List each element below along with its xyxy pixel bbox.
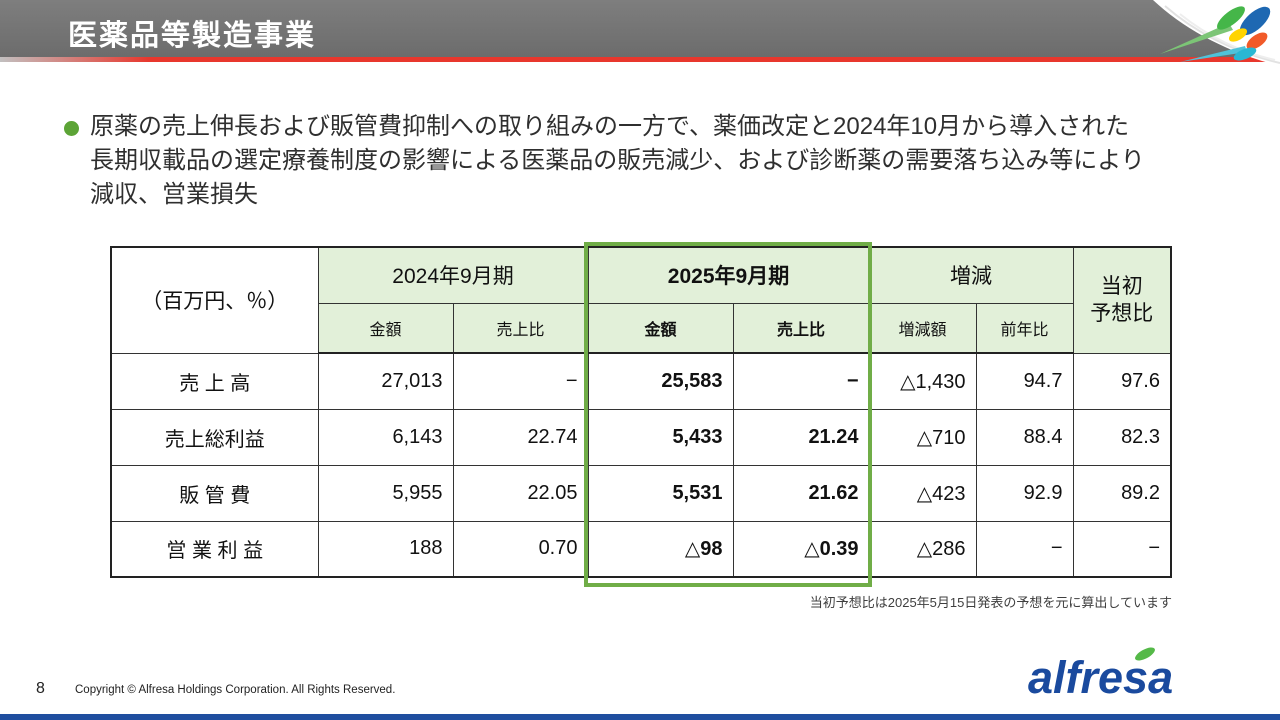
- subcol-fy2024-ratio: 売上比: [452, 302, 589, 354]
- subcol-change-amount: 増減額: [868, 302, 977, 354]
- cell: 89.2: [1072, 464, 1172, 522]
- table-row: 販 管 費 5,955 22.05 5,531 21.62 △423 92.9 …: [110, 464, 1172, 522]
- subcol-fy2025-amount: 金額: [587, 302, 734, 354]
- summary-line-2: 長期収載品の選定療養制度の影響による医薬品の販売減少、および診断薬の需要落ち込み…: [90, 147, 1145, 174]
- cell: △286: [868, 520, 977, 578]
- subcol-fy2025-ratio: 売上比: [732, 302, 870, 354]
- financial-table-wrap: （百万円、％） 2024年9月期 2025年9月期 増減 当初 予想比 金額 売…: [110, 242, 1172, 587]
- leaf-icon: [1135, 647, 1155, 661]
- cell: 21.62: [732, 464, 870, 522]
- cell: 25,583: [587, 352, 734, 410]
- cell: 88.4: [975, 408, 1074, 466]
- cell: −: [732, 352, 870, 410]
- forecast-label-line2: 予想比: [1090, 302, 1154, 326]
- summary-line-1: 原薬の売上伸長および販管費抑制への取り組みの一方で、薬価改定と2024年10月か…: [90, 113, 1130, 140]
- table-row: 営 業 利 益 188 0.70 △98 △0.39 △286 − −: [110, 520, 1172, 578]
- cell: 5,433: [587, 408, 734, 466]
- row-label: 売 上 高: [110, 352, 319, 410]
- page-number: 8: [36, 680, 45, 697]
- header-sub-row: 金額 売上比 金額 売上比 増減額 前年比: [111, 302, 1171, 354]
- cell: 0.70: [452, 520, 589, 578]
- alfresa-wordmark: alfresa: [1028, 652, 1174, 703]
- cell: 22.74: [452, 408, 589, 466]
- footer-accent-bar: [0, 714, 1280, 720]
- table-footnote: 当初予想比は2025年5月15日発表の予想を元に算出しています: [809, 595, 1172, 610]
- col-group-fy2024: 2024年9月期: [317, 246, 589, 304]
- cell: △710: [868, 408, 977, 466]
- cell: 92.9: [975, 464, 1074, 522]
- cell: 22.05: [452, 464, 589, 522]
- cell: −: [1072, 520, 1172, 578]
- col-group-change: 増減: [868, 246, 1074, 304]
- cell: 5,531: [587, 464, 734, 522]
- unit-label-cell: （百万円、％）: [110, 246, 319, 354]
- cell: 5,955: [317, 464, 454, 522]
- cell: 21.24: [732, 408, 870, 466]
- cell: 6,143: [317, 408, 454, 466]
- copyright-text: Copyright © Alfresa Holdings Corporation…: [75, 684, 396, 696]
- cell: −: [975, 520, 1074, 578]
- bullet-icon: [64, 121, 79, 136]
- summary-line-3: 減収、営業損失: [90, 181, 258, 208]
- table-row: 売 上 高 27,013 − 25,583 − △1,430 94.7 97.6: [110, 352, 1172, 410]
- summary-text: 原薬の売上伸長および販管費抑制への取り組みの一方で、薬価改定と2024年10月か…: [90, 110, 1255, 212]
- cell: 97.6: [1072, 352, 1172, 410]
- subcol-fy2024-amount: 金額: [317, 302, 454, 354]
- cell: △98: [587, 520, 734, 578]
- col-forecast-ratio: 当初 予想比: [1072, 246, 1172, 354]
- cell: 27,013: [317, 352, 454, 410]
- row-label: 販 管 費: [110, 464, 319, 522]
- forecast-label-line1: 当初: [1100, 275, 1143, 299]
- subcol-change-yoy: 前年比: [975, 302, 1074, 354]
- corner-leaves-logo: [1125, 0, 1280, 68]
- alfresa-logo: alfresa: [1028, 647, 1228, 704]
- cell: 94.7: [975, 352, 1074, 410]
- header-bar: 医薬品等製造事業: [0, 0, 1280, 57]
- page-title: 医薬品等製造事業: [68, 20, 317, 52]
- row-label: 営 業 利 益: [110, 520, 319, 578]
- header-accent-line: [0, 57, 1280, 62]
- table-row: 売上総利益 6,143 22.74 5,433 21.24 △710 88.4 …: [110, 408, 1172, 466]
- cell: △0.39: [732, 520, 870, 578]
- leaves-swoosh-icon: [1153, 0, 1280, 66]
- cell: 188: [317, 520, 454, 578]
- row-label: 売上総利益: [110, 408, 319, 466]
- col-group-fy2025: 2025年9月期: [587, 246, 870, 304]
- cell: 82.3: [1072, 408, 1172, 466]
- cell: △1,430: [868, 352, 977, 410]
- financial-table: （百万円、％） 2024年9月期 2025年9月期 増減 当初 予想比 金額 売…: [110, 246, 1172, 578]
- cell: △423: [868, 464, 977, 522]
- header-group-row: （百万円、％） 2024年9月期 2025年9月期 増減 当初 予想比: [110, 246, 1172, 354]
- cell: −: [452, 352, 589, 410]
